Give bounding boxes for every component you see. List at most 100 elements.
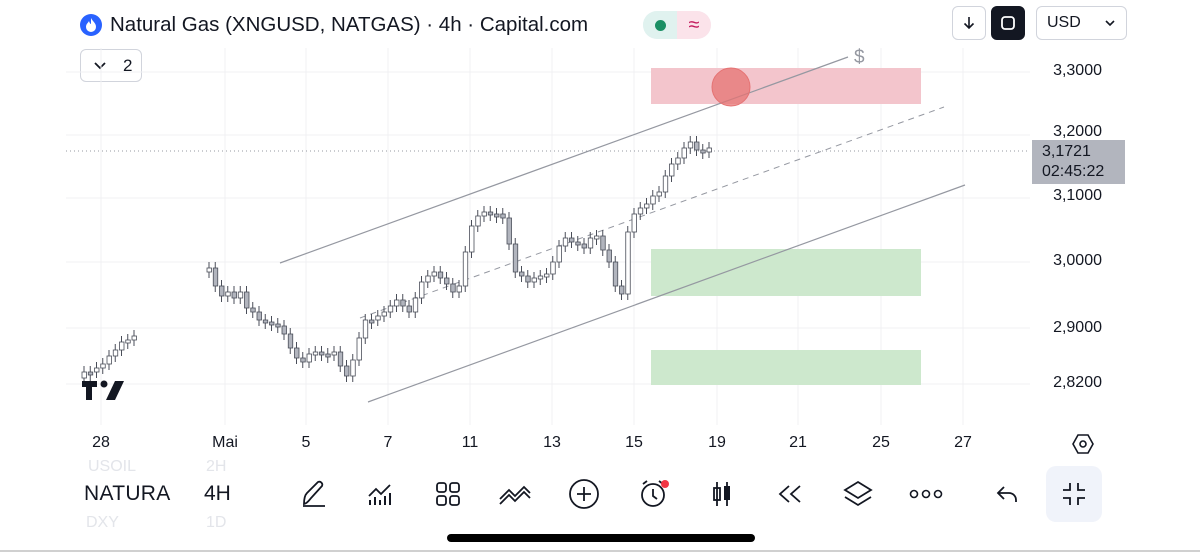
ghost-interval-above: 2H xyxy=(206,458,227,475)
candle-body xyxy=(637,207,644,215)
alert-clock-icon xyxy=(641,480,669,507)
candle-body xyxy=(94,367,100,373)
indicators-collapse-button[interactable]: 2 xyxy=(80,49,142,82)
interval-picker[interactable]: 4H xyxy=(204,482,231,505)
more-button[interactable] xyxy=(906,462,946,526)
symbol-picker[interactable]: NATURA xyxy=(84,482,171,505)
candles-button[interactable] xyxy=(706,462,738,526)
indicators-button[interactable] xyxy=(364,462,396,526)
market-open-indicator xyxy=(643,11,677,39)
candle-body xyxy=(537,275,544,280)
candle-body xyxy=(450,283,456,293)
layers-button[interactable] xyxy=(840,462,876,526)
candle-body xyxy=(550,261,556,275)
alert-dollar-icon[interactable]: $ xyxy=(854,47,865,68)
alert-button[interactable] xyxy=(636,462,672,526)
candle-body xyxy=(569,237,575,243)
candle-body xyxy=(475,215,481,227)
candle-body xyxy=(387,305,394,313)
alert-circle[interactable] xyxy=(711,67,751,107)
market-status-pill[interactable]: ≈ xyxy=(643,11,711,39)
candle-body xyxy=(419,281,425,299)
candle-body xyxy=(112,349,119,357)
candle-body xyxy=(462,251,469,287)
drawing-tools-button[interactable] xyxy=(296,462,332,526)
indicators-icon xyxy=(368,484,391,505)
time-tick: 25 xyxy=(872,434,890,451)
candle-body xyxy=(594,235,600,240)
candle-body xyxy=(437,271,444,279)
channel-upper-line[interactable] xyxy=(279,56,849,264)
chevron-down-icon xyxy=(1105,20,1115,27)
candle-body xyxy=(706,147,712,153)
replay-button[interactable] xyxy=(774,462,806,526)
candle-body xyxy=(669,163,675,177)
candle-body xyxy=(687,141,694,149)
chart-type-icon xyxy=(499,485,531,505)
candle-body xyxy=(625,231,631,295)
candle-body xyxy=(375,315,381,321)
channel-lower-line[interactable] xyxy=(367,184,966,403)
support-zone-upper[interactable] xyxy=(651,249,921,296)
symbol-title[interactable]: Natural Gas (XNGUSD, NATGAS) · 4h · Capi… xyxy=(110,13,589,36)
price-tick: 3,0000 xyxy=(1053,252,1102,269)
exit-fullscreen-button[interactable] xyxy=(1046,466,1102,522)
candle-body xyxy=(469,225,475,253)
candle-body xyxy=(219,285,225,297)
approx-data-icon: ≈ xyxy=(677,11,711,39)
resistance-zone[interactable] xyxy=(651,68,921,104)
drawing-pen-icon xyxy=(303,480,325,507)
candle-body xyxy=(481,211,487,217)
candle-body xyxy=(287,333,294,349)
currency-select[interactable]: USD xyxy=(1036,6,1127,40)
candle-body xyxy=(675,157,681,165)
channel-mid-line[interactable] xyxy=(359,106,945,319)
candle-body xyxy=(644,203,650,209)
candle-body xyxy=(425,275,431,283)
candle-body xyxy=(125,339,131,344)
candle-body xyxy=(350,359,356,377)
candle-body xyxy=(319,351,325,356)
candles-icon xyxy=(713,482,730,506)
candle-body xyxy=(331,351,337,356)
add-button[interactable] xyxy=(566,462,602,526)
price-tick: 3,2000 xyxy=(1053,123,1102,140)
symbol-flame-icon xyxy=(80,14,102,36)
price-tick: 3,3000 xyxy=(1053,62,1102,79)
candle-body xyxy=(656,191,662,197)
time-tick: 19 xyxy=(708,434,726,451)
fit-screen-button[interactable] xyxy=(991,6,1025,40)
arrow-down-button[interactable] xyxy=(952,6,986,40)
time-tick: 28 xyxy=(92,434,110,451)
candle-body xyxy=(600,235,606,251)
candle-body xyxy=(487,211,494,216)
templates-button[interactable] xyxy=(432,462,464,526)
templates-grid-icon xyxy=(436,482,460,506)
candle-body xyxy=(700,149,706,154)
home-indicator[interactable] xyxy=(447,534,755,542)
candle-body xyxy=(294,347,300,359)
replay-icon xyxy=(778,485,801,503)
support-zone-lower[interactable] xyxy=(651,350,921,385)
candle-body xyxy=(250,307,256,313)
candle-body xyxy=(81,371,87,379)
candle-body xyxy=(131,335,137,341)
chart-settings-icon[interactable] xyxy=(1071,432,1095,456)
candle-body xyxy=(444,277,450,285)
undo-button[interactable] xyxy=(992,462,1022,526)
currency-value: USD xyxy=(1047,14,1081,31)
price-chart[interactable]: $ xyxy=(0,0,1200,460)
candle-body xyxy=(306,353,312,363)
time-tick: 21 xyxy=(789,434,807,451)
candle-body xyxy=(337,351,344,367)
candle-body xyxy=(381,311,387,317)
candle-body xyxy=(456,285,462,293)
candle-body xyxy=(581,243,587,249)
time-tick: 5 xyxy=(301,434,311,451)
candle-body xyxy=(325,353,331,358)
candle-body xyxy=(231,291,237,299)
chart-type-button[interactable] xyxy=(496,462,536,526)
arrow-down-icon xyxy=(963,17,975,30)
ghost-symbol-below: DXY xyxy=(86,514,119,531)
candle-body xyxy=(281,325,287,335)
